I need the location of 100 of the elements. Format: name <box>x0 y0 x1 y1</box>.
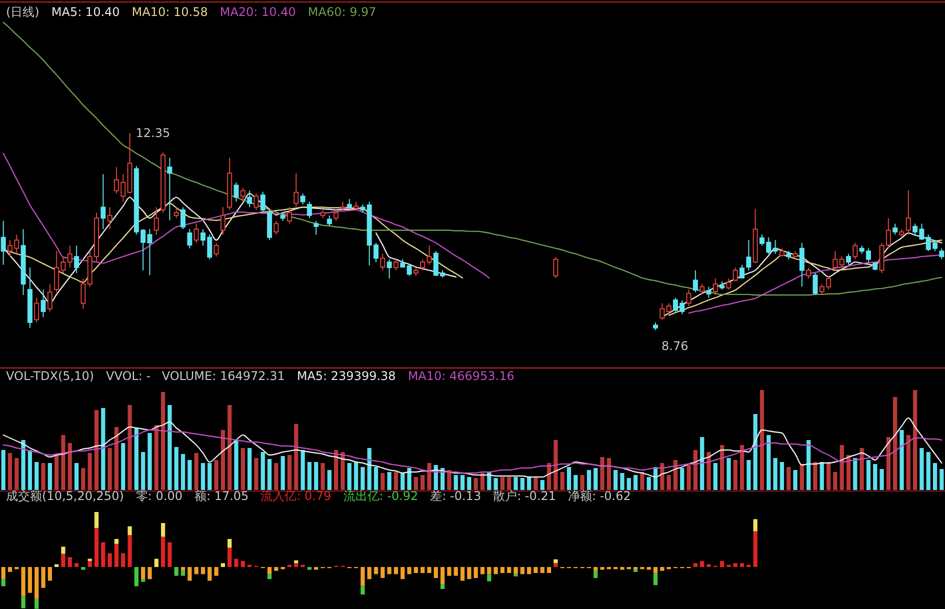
bar <box>360 567 365 586</box>
candlestick <box>100 174 106 230</box>
bar <box>912 390 918 490</box>
bar <box>733 460 738 490</box>
bar <box>906 435 910 490</box>
bar <box>194 453 198 490</box>
candlestick <box>740 264 745 280</box>
candlestick <box>40 289 46 318</box>
bar <box>540 567 544 574</box>
bar <box>700 437 704 490</box>
bar <box>180 570 186 576</box>
bar <box>700 560 704 567</box>
bar <box>932 463 938 490</box>
bar <box>467 567 472 580</box>
bar <box>480 473 485 490</box>
bar <box>580 475 584 490</box>
bar <box>793 470 798 490</box>
bar <box>760 390 764 490</box>
bar <box>360 586 365 594</box>
bar <box>300 450 305 490</box>
bar <box>520 478 524 490</box>
bar <box>294 424 298 490</box>
bar <box>254 458 258 490</box>
annotation: 差: -0.13 <box>430 489 482 503</box>
annotation: 8.76 <box>662 339 688 354</box>
candlestick <box>0 220 6 266</box>
bar <box>474 478 478 490</box>
bar <box>360 467 365 490</box>
bar <box>653 567 658 574</box>
bar <box>626 478 631 490</box>
candlestick <box>406 264 412 276</box>
bar <box>114 544 119 567</box>
bar <box>534 477 538 490</box>
text: 流出亿: -0.92 <box>343 489 418 503</box>
bar <box>527 567 532 574</box>
bar <box>420 475 425 490</box>
bar <box>487 574 492 582</box>
bar <box>61 435 66 490</box>
bar <box>813 462 818 490</box>
bar <box>94 410 99 490</box>
bar <box>646 567 651 570</box>
candlestick <box>772 240 778 254</box>
bar <box>134 567 138 586</box>
bar <box>168 542 172 567</box>
bar <box>54 455 59 490</box>
bar <box>400 567 405 580</box>
candlestick <box>34 297 40 323</box>
bar <box>21 596 26 608</box>
bar <box>374 567 378 574</box>
candlestick <box>660 302 665 320</box>
bar <box>860 448 864 490</box>
bar <box>274 567 278 571</box>
candlestick <box>107 206 112 230</box>
bar <box>653 573 658 586</box>
bar <box>400 473 405 490</box>
bar <box>327 470 332 490</box>
bar <box>267 574 272 580</box>
bar <box>214 460 218 490</box>
bar <box>314 567 318 570</box>
bar <box>586 470 592 490</box>
candlestick <box>380 253 386 271</box>
bar <box>307 567 312 570</box>
candlestick <box>334 209 339 222</box>
bar <box>454 475 458 490</box>
bar <box>773 458 778 490</box>
bar <box>194 567 198 574</box>
text: VOLUME: 164972.31 <box>162 369 285 383</box>
bar <box>620 473 624 490</box>
bar <box>394 567 398 574</box>
annotation: 零: 0.00 <box>136 489 182 503</box>
candlestick <box>832 250 838 271</box>
candlestick <box>700 284 705 294</box>
candlestick <box>852 242 858 260</box>
bar <box>61 554 66 567</box>
bar <box>61 546 66 554</box>
bar <box>141 579 146 582</box>
bar <box>121 443 126 490</box>
candlestick <box>846 253 851 266</box>
bar <box>68 557 72 567</box>
bar <box>180 454 186 490</box>
candlestick <box>187 228 192 249</box>
bar <box>893 397 898 490</box>
text: VVOL: - <box>106 369 150 383</box>
bar <box>746 460 751 490</box>
candlestick <box>939 248 944 260</box>
text: MA5: 239399.38 <box>296 369 396 383</box>
bar <box>454 567 458 576</box>
bar <box>753 531 758 567</box>
candlestick <box>314 220 319 236</box>
bar <box>28 450 32 490</box>
bar <box>34 598 39 609</box>
candlestick <box>839 256 844 268</box>
bar <box>660 567 664 571</box>
candlestick <box>220 206 226 236</box>
bar <box>820 462 824 490</box>
bar <box>68 443 72 490</box>
bar <box>34 462 39 490</box>
bar <box>307 462 312 490</box>
bar <box>340 452 345 490</box>
bar <box>880 469 884 490</box>
